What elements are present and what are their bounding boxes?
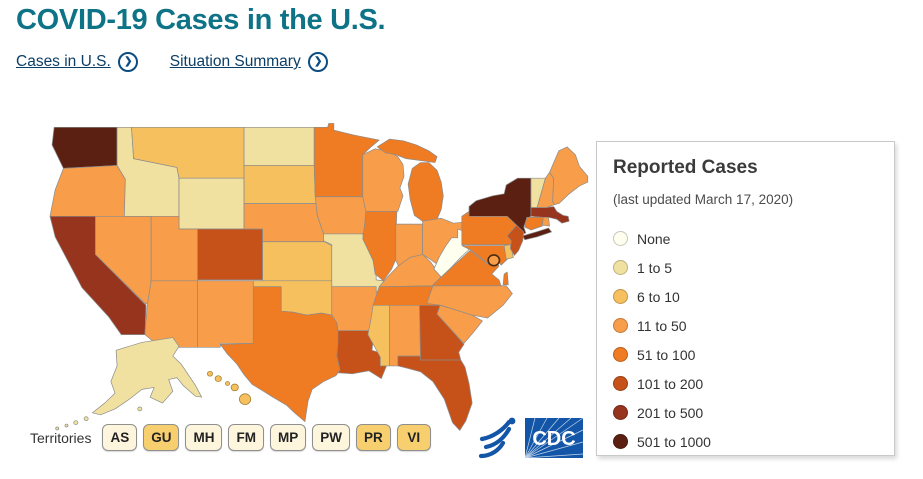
state-FL[interactable] <box>397 355 473 431</box>
legend-subtitle: (last updated March 17, 2020) <box>613 192 794 207</box>
territory-button-pw[interactable]: PW <box>312 424 350 451</box>
legend-item-label: 201 to 500 <box>637 404 704 421</box>
state-KS[interactable] <box>262 241 333 282</box>
legend-item-label: 11 to 50 <box>637 317 687 334</box>
state-RI[interactable] <box>541 216 550 227</box>
legend-swatch <box>613 347 628 362</box>
state-WY[interactable] <box>178 177 245 230</box>
legend-swatch <box>613 405 628 420</box>
state-LA[interactable] <box>336 330 387 379</box>
territory-button-fm[interactable]: FM <box>228 424 264 451</box>
state-HI-island[interactable] <box>230 383 239 392</box>
chevron-right-circle-icon[interactable]: ❯ <box>117 52 138 72</box>
hhs-eagle-icon <box>478 417 516 459</box>
legend-swatch <box>613 231 628 246</box>
state-NJ[interactable] <box>506 224 525 256</box>
legend-item: 11 to 50 <box>613 311 878 340</box>
territories-label: Territories <box>30 429 92 446</box>
legend-title: Reported Cases <box>613 157 758 178</box>
legend-item: 201 to 500 <box>613 398 878 427</box>
territory-button-pr[interactable]: PR <box>355 424 391 451</box>
state-MI[interactable] <box>407 162 444 222</box>
state-AK-island[interactable] <box>73 420 79 425</box>
state-TX[interactable] <box>219 286 341 422</box>
territory-buttons: AS GU MH FM MP PW PR VI <box>102 424 431 451</box>
legend-item-label: 6 to 10 <box>637 288 680 305</box>
legend-swatch <box>613 260 628 275</box>
legend-swatch <box>613 318 628 333</box>
state-AK-island[interactable] <box>83 416 89 422</box>
territory-button-mh[interactable]: MH <box>185 424 223 451</box>
territory-button-gu[interactable]: GU <box>143 424 180 451</box>
territories-row: Territories AS GU MH FM MP PW PR VI <box>30 424 431 451</box>
state-WI[interactable] <box>362 148 405 212</box>
state-CO[interactable] <box>197 228 263 281</box>
state-NY[interactable] <box>522 227 552 241</box>
state-AK[interactable] <box>91 337 203 416</box>
page-title: COVID-19 Cases in the U.S. <box>16 4 386 36</box>
state-HI-island[interactable] <box>214 375 222 382</box>
legend-item-label: 1 to 5 <box>637 259 673 276</box>
state-HI-island[interactable] <box>225 381 230 386</box>
legend-list: None 1 to 5 6 to 10 11 to 50 51 to 100 101 to… <box>613 224 878 456</box>
state-AK-island[interactable] <box>55 426 60 431</box>
chevron-right-circle-icon[interactable]: ❯ <box>307 52 328 72</box>
legend-item: 501 to 1000 <box>613 427 878 456</box>
legend-panel: Reported Cases (last updated March 17, 2… <box>596 141 895 456</box>
breadcrumb-links: Cases in U.S. ❯ Situation Summary ❯ <box>16 52 328 72</box>
legend-item-label: 101 to 200 <box>637 375 704 392</box>
state-MA[interactable] <box>530 206 570 224</box>
cdc-hhs-logo: CDC <box>477 412 587 469</box>
territory-button-as[interactable]: AS <box>102 424 138 451</box>
legend-swatch <box>613 376 628 391</box>
svg-text:CDC: CDC <box>532 428 575 450</box>
state-NM[interactable] <box>197 280 254 348</box>
state-VA[interactable] <box>502 271 509 286</box>
legend-item: None <box>613 224 878 253</box>
legend-item-label: None <box>637 230 671 247</box>
state-CT[interactable] <box>524 216 544 231</box>
legend-item: 6 to 10 <box>613 282 878 311</box>
legend-item: 101 to 200 <box>613 369 878 398</box>
state-NC[interactable] <box>426 285 513 319</box>
state-MI[interactable] <box>376 138 438 163</box>
territory-button-vi[interactable]: VI <box>396 424 431 451</box>
legend-item-label: 51 to 100 <box>637 346 696 363</box>
nav-link-cases-in-us[interactable]: Cases in U.S. ❯ <box>16 52 138 72</box>
state-WA[interactable] <box>51 126 118 169</box>
legend-item-label: 501 to 1000 <box>637 433 711 450</box>
state-AK-island[interactable] <box>64 423 69 428</box>
state-AK-island[interactable] <box>137 406 143 412</box>
nav-link-situation-summary[interactable]: Situation Summary ❯ <box>170 52 328 72</box>
state-ND[interactable] <box>243 126 315 166</box>
state-SD[interactable] <box>243 165 317 204</box>
territory-button-mp[interactable]: MP <box>269 424 307 451</box>
legend-item: 51 to 100 <box>613 340 878 369</box>
us-choropleth-map[interactable] <box>18 98 596 450</box>
nav-link-label[interactable]: Situation Summary <box>169 53 301 70</box>
state-ME[interactable] <box>549 146 589 205</box>
legend-item: 1 to 5 <box>613 253 878 282</box>
state-AZ[interactable] <box>144 280 198 348</box>
state-VA[interactable] <box>432 250 502 287</box>
state-OR[interactable] <box>49 165 126 217</box>
state-HI-island[interactable] <box>207 370 213 377</box>
nav-link-label[interactable]: Cases in U.S. <box>16 53 111 70</box>
cdc-logo-icon: CDC <box>524 417 584 459</box>
legend-swatch <box>613 289 628 304</box>
state-HI-island[interactable] <box>239 393 252 405</box>
state-IA[interactable] <box>314 196 373 235</box>
legend-swatch <box>613 434 628 449</box>
state-DC-marker[interactable] <box>487 254 501 267</box>
